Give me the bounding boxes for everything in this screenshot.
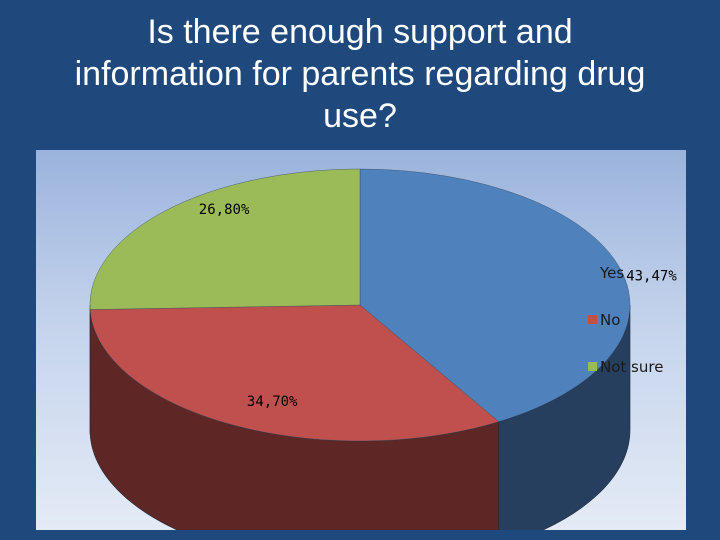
chart-panel: 43,47% 34,70% 26,80% Yes No Not sure [36,150,686,530]
legend-swatch-not-sure [588,362,597,371]
legend-swatch-yes [588,268,597,277]
pie-chart: 43,47% 34,70% 26,80% Yes No Not sure [89,168,678,530]
data-label-not-sure: 26,80% [199,202,250,218]
legend-label-no: No [600,311,620,329]
legend-swatch-no [588,315,597,324]
legend-item-no: No [588,311,620,329]
legend-label-yes: Yes [599,264,624,282]
data-label-no: 34,70% [247,394,298,410]
slide-title-text: Is there enough support and information … [74,13,646,135]
pie-slice-no [89,304,500,442]
pie-data-labels: 43,47% 34,70% 26,80% [199,202,678,410]
legend-item-not-sure: Not sure [588,358,663,376]
pie-slice-not-sure [89,168,361,310]
legend-item-yes: Yes [588,264,624,282]
legend-label-not-sure: Not sure [600,358,663,376]
data-label-yes: 43,47% [626,268,677,284]
slide-title: Is there enough support and information … [0,0,720,150]
pie-slices [89,168,631,442]
chart-legend: Yes No Not sure [588,264,663,376]
pie-slice-yes [359,168,631,422]
